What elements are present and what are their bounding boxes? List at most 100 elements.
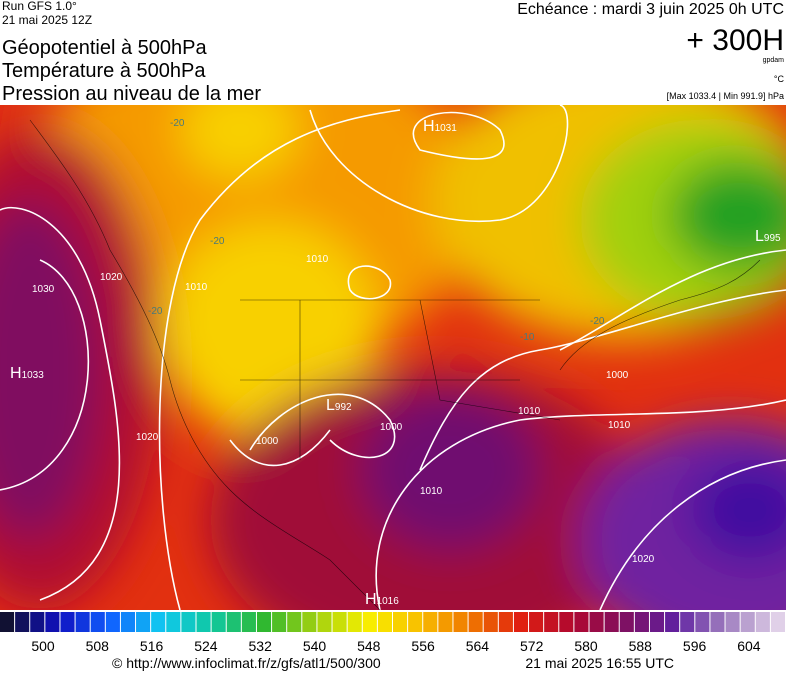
pressure-center: H1033: [10, 365, 44, 382]
isobar-label: 1010: [420, 486, 443, 497]
colorbar-label: 556: [411, 638, 435, 654]
isobar-label: 1020: [100, 272, 123, 283]
pressure-center: L992: [326, 397, 352, 414]
colorbar-label: 524: [194, 638, 218, 654]
title: Géopotentiel à 500hPa: [2, 37, 207, 59]
colorbar-label: 596: [683, 638, 707, 654]
colorbar-swatch: [498, 612, 513, 632]
colorbar-swatch: [649, 612, 665, 632]
colorbar-swatch: [90, 612, 105, 632]
colorbar-swatch: [362, 612, 377, 632]
map: H1031 L995 H1033 L992 H1016 1030 1020 10…: [0, 105, 786, 610]
run-date: 21 mai 2025 12Z: [2, 13, 92, 27]
pressure-center: L995: [755, 228, 781, 245]
colorbar-swatch: [166, 612, 181, 632]
colorbar-label: 604: [737, 638, 761, 654]
colorbar-swatch: [75, 612, 90, 632]
colorbar-swatch: [15, 612, 30, 632]
footer-date: 21 mai 2025 16:55 UTC: [525, 655, 674, 671]
colorbar-swatch: [680, 612, 695, 632]
pressure-range: [Max 1033.4 | Min 991.9] hPa: [667, 91, 784, 101]
temperature-label: -10: [520, 332, 535, 343]
colorbar-swatch: [30, 612, 45, 632]
colorbar-label: 588: [629, 638, 653, 654]
colorbar-swatch: [725, 612, 740, 632]
colorbar-swatch: [770, 612, 785, 632]
isobar-label: 1010: [518, 406, 541, 417]
colorbar-swatch: [211, 612, 226, 632]
colorbar-swatch: [347, 612, 362, 632]
isobar-label: 1000: [606, 370, 629, 381]
colorbar-swatch: [408, 612, 423, 632]
run: Run GFS 1.0°: [2, 0, 77, 13]
colorbar-swatch: [634, 612, 649, 632]
colorbar-swatch: [120, 612, 136, 632]
colorbar-swatch: [332, 612, 347, 632]
colorbar-swatch: [136, 612, 151, 632]
isobar-label: 1010: [185, 282, 208, 293]
colorbar-swatch: [483, 612, 498, 632]
colorbar-swatch: [423, 612, 438, 632]
colorbar-swatch: [226, 612, 241, 632]
colorbar-swatch: [45, 612, 60, 632]
colorbar-swatch: [574, 612, 589, 632]
title: Température à 500hPa: [2, 60, 206, 82]
colorbar-swatch: [196, 612, 211, 632]
isobars: [0, 105, 786, 610]
colorbar-swatch: [544, 612, 559, 632]
colorbar-label: 548: [357, 638, 381, 654]
unit-temp: °C: [774, 74, 785, 84]
pressure-center: H1031: [423, 118, 457, 135]
colorbar-swatch: [589, 612, 604, 632]
lead-time: + 300H: [686, 24, 784, 57]
colorbar-swatch: [105, 612, 120, 632]
colorbar-swatch: [256, 612, 272, 632]
colorbar-label: 572: [520, 638, 544, 654]
temperature-label: -20: [210, 236, 225, 247]
colorbar-swatch: [695, 612, 710, 632]
isobar-label: 1030: [32, 284, 55, 295]
colorbar-label: 516: [140, 638, 164, 654]
pressure-center: H1016: [365, 591, 399, 608]
colorbar-swatch: [513, 612, 529, 632]
colorbar-swatch: [151, 612, 166, 632]
colorbar-label: 508: [86, 638, 110, 654]
colorbar-swatch: [393, 612, 408, 632]
colorbar-swatch: [468, 612, 483, 632]
colorbar-swatch: [317, 612, 332, 632]
colorbar-swatch: [272, 612, 287, 632]
colorbar: 500 508 516 524 532 540 548 556 564 572 580 588 596 6…: [0, 612, 785, 654]
colorbar-label: 500: [31, 638, 55, 654]
temperature-label: -20: [170, 118, 185, 129]
title: Pression au niveau de la mer: [2, 83, 261, 105]
colorbar-swatch: [665, 612, 680, 632]
colorbar-swatch: [529, 612, 544, 632]
isobar-label: 1010: [608, 420, 631, 431]
colorbar-swatch: [453, 612, 468, 632]
unit-geo: gpdam: [763, 57, 785, 64]
colorbar-swatch: [619, 612, 634, 632]
colorbar-swatch: [438, 612, 453, 632]
colorbar-swatch: [241, 612, 256, 632]
colorbar-swatch: [377, 612, 392, 632]
colorbar-label: 564: [466, 638, 490, 654]
colorbar-label: 532: [249, 638, 273, 654]
colorbar-swatch: [559, 612, 574, 632]
isobar-label: 1000: [256, 436, 279, 447]
isobar-label: 1000: [380, 422, 403, 433]
isobar-label: 1020: [136, 432, 159, 443]
colorbar-swatch: [604, 612, 619, 632]
borders: [29, 119, 761, 610]
colorbar-swatch: [60, 612, 75, 632]
colorbar-swatch: [740, 612, 755, 632]
colorbar-label: 540: [303, 638, 327, 654]
isobar-label: 1010: [306, 254, 329, 265]
colorbar-swatch: [710, 612, 725, 632]
colorbar-swatch: [302, 612, 317, 632]
colorbar-swatch: [287, 612, 302, 632]
temperature-label: -20: [148, 306, 163, 317]
valid-time: Echéance : mardi 3 juin 2025 0h UTC: [517, 1, 784, 18]
isobar-label: 1020: [632, 554, 655, 565]
colorbar-swatch: [0, 612, 15, 632]
